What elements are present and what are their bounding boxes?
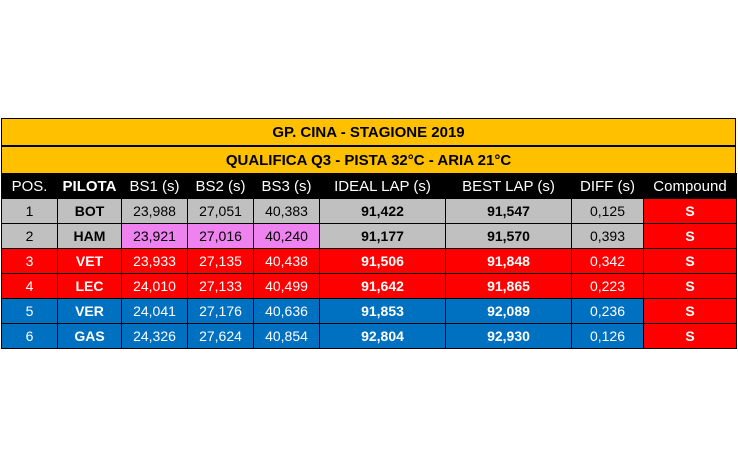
header-bs3: BS3 (s) bbox=[253, 173, 320, 199]
cell-driver: HAM bbox=[57, 223, 122, 249]
cell-compound: S bbox=[643, 223, 737, 249]
cell-best-lap: 92,930 bbox=[445, 323, 572, 349]
header-bs2: BS2 (s) bbox=[187, 173, 254, 199]
cell-bs1-best: 23,921 bbox=[121, 223, 188, 249]
cell-best-lap: 91,848 bbox=[445, 248, 572, 274]
cell-driver: BOT bbox=[57, 198, 122, 224]
cell-diff: 0,223 bbox=[571, 273, 644, 299]
cell-diff: 0,342 bbox=[571, 248, 644, 274]
cell-bs2: 27,051 bbox=[187, 198, 254, 224]
results-table: POS. PILOTA BS1 (s) BS2 (s) BS3 (s) IDEA… bbox=[1, 173, 737, 349]
cell-driver: LEC bbox=[57, 273, 122, 299]
cell-bs3: 40,854 bbox=[253, 323, 320, 349]
cell-bs3: 40,636 bbox=[253, 298, 320, 324]
cell-ideal-lap: 91,853 bbox=[319, 298, 446, 324]
table-row: 6 GAS 24,326 27,624 40,854 92,804 92,930… bbox=[1, 323, 737, 349]
cell-bs3: 40,438 bbox=[253, 248, 320, 274]
table-row: 1 BOT 23,988 27,051 40,383 91,422 91,547… bbox=[1, 198, 737, 224]
table-title: GP. CINA - STAGIONE 2019 bbox=[1, 118, 736, 145]
cell-compound: S bbox=[643, 323, 737, 349]
cell-compound: S bbox=[643, 298, 737, 324]
table-row: 2 HAM 23,921 27,016 40,240 91,177 91,570… bbox=[1, 223, 737, 249]
cell-pos: 6 bbox=[1, 323, 58, 349]
table-row: 3 VET 23,933 27,135 40,438 91,506 91,848… bbox=[1, 248, 737, 274]
cell-driver: VET bbox=[57, 248, 122, 274]
cell-diff: 0,236 bbox=[571, 298, 644, 324]
cell-ideal-lap: 92,804 bbox=[319, 323, 446, 349]
cell-best-lap: 91,547 bbox=[445, 198, 572, 224]
header-row: POS. PILOTA BS1 (s) BS2 (s) BS3 (s) IDEA… bbox=[1, 173, 737, 199]
cell-pos: 3 bbox=[1, 248, 58, 274]
cell-bs1: 24,041 bbox=[121, 298, 188, 324]
cell-ideal-lap: 91,506 bbox=[319, 248, 446, 274]
header-pos: POS. bbox=[1, 173, 58, 199]
cell-pos: 2 bbox=[1, 223, 58, 249]
cell-bs2: 27,624 bbox=[187, 323, 254, 349]
table-subtitle: QUALIFICA Q3 - PISTA 32°C - ARIA 21°C bbox=[1, 145, 736, 173]
cell-bs2: 27,135 bbox=[187, 248, 254, 274]
cell-compound: S bbox=[643, 198, 737, 224]
cell-bs2-best: 27,016 bbox=[187, 223, 254, 249]
cell-diff: 0,125 bbox=[571, 198, 644, 224]
qualifying-table-sheet: GP. CINA - STAGIONE 2019 QUALIFICA Q3 - … bbox=[1, 118, 737, 349]
header-compound: Compound bbox=[643, 173, 737, 199]
cell-best-lap: 91,865 bbox=[445, 273, 572, 299]
cell-bs1: 23,988 bbox=[121, 198, 188, 224]
cell-best-lap: 92,089 bbox=[445, 298, 572, 324]
cell-bs3: 40,499 bbox=[253, 273, 320, 299]
cell-compound: S bbox=[643, 273, 737, 299]
cell-compound: S bbox=[643, 248, 737, 274]
header-bs1: BS1 (s) bbox=[121, 173, 188, 199]
cell-diff: 0,126 bbox=[571, 323, 644, 349]
cell-ideal-lap: 91,422 bbox=[319, 198, 446, 224]
cell-bs2: 27,133 bbox=[187, 273, 254, 299]
cell-bs1: 24,010 bbox=[121, 273, 188, 299]
cell-ideal-lap: 91,177 bbox=[319, 223, 446, 249]
cell-bs3: 40,383 bbox=[253, 198, 320, 224]
header-ideal-lap: IDEAL LAP (s) bbox=[319, 173, 446, 199]
cell-driver: GAS bbox=[57, 323, 122, 349]
cell-pos: 1 bbox=[1, 198, 58, 224]
header-diff: DIFF (s) bbox=[571, 173, 644, 199]
cell-ideal-lap: 91,642 bbox=[319, 273, 446, 299]
table-row: 5 VER 24,041 27,176 40,636 91,853 92,089… bbox=[1, 298, 737, 324]
cell-pos: 5 bbox=[1, 298, 58, 324]
cell-bs3-best: 40,240 bbox=[253, 223, 320, 249]
cell-bs1: 23,933 bbox=[121, 248, 188, 274]
cell-bs2: 27,176 bbox=[187, 298, 254, 324]
cell-diff: 0,393 bbox=[571, 223, 644, 249]
cell-best-lap: 91,570 bbox=[445, 223, 572, 249]
header-best-lap: BEST LAP (s) bbox=[445, 173, 572, 199]
cell-pos: 4 bbox=[1, 273, 58, 299]
cell-driver: VER bbox=[57, 298, 122, 324]
table-row: 4 LEC 24,010 27,133 40,499 91,642 91,865… bbox=[1, 273, 737, 299]
header-driver: PILOTA bbox=[57, 173, 122, 199]
cell-bs1: 24,326 bbox=[121, 323, 188, 349]
